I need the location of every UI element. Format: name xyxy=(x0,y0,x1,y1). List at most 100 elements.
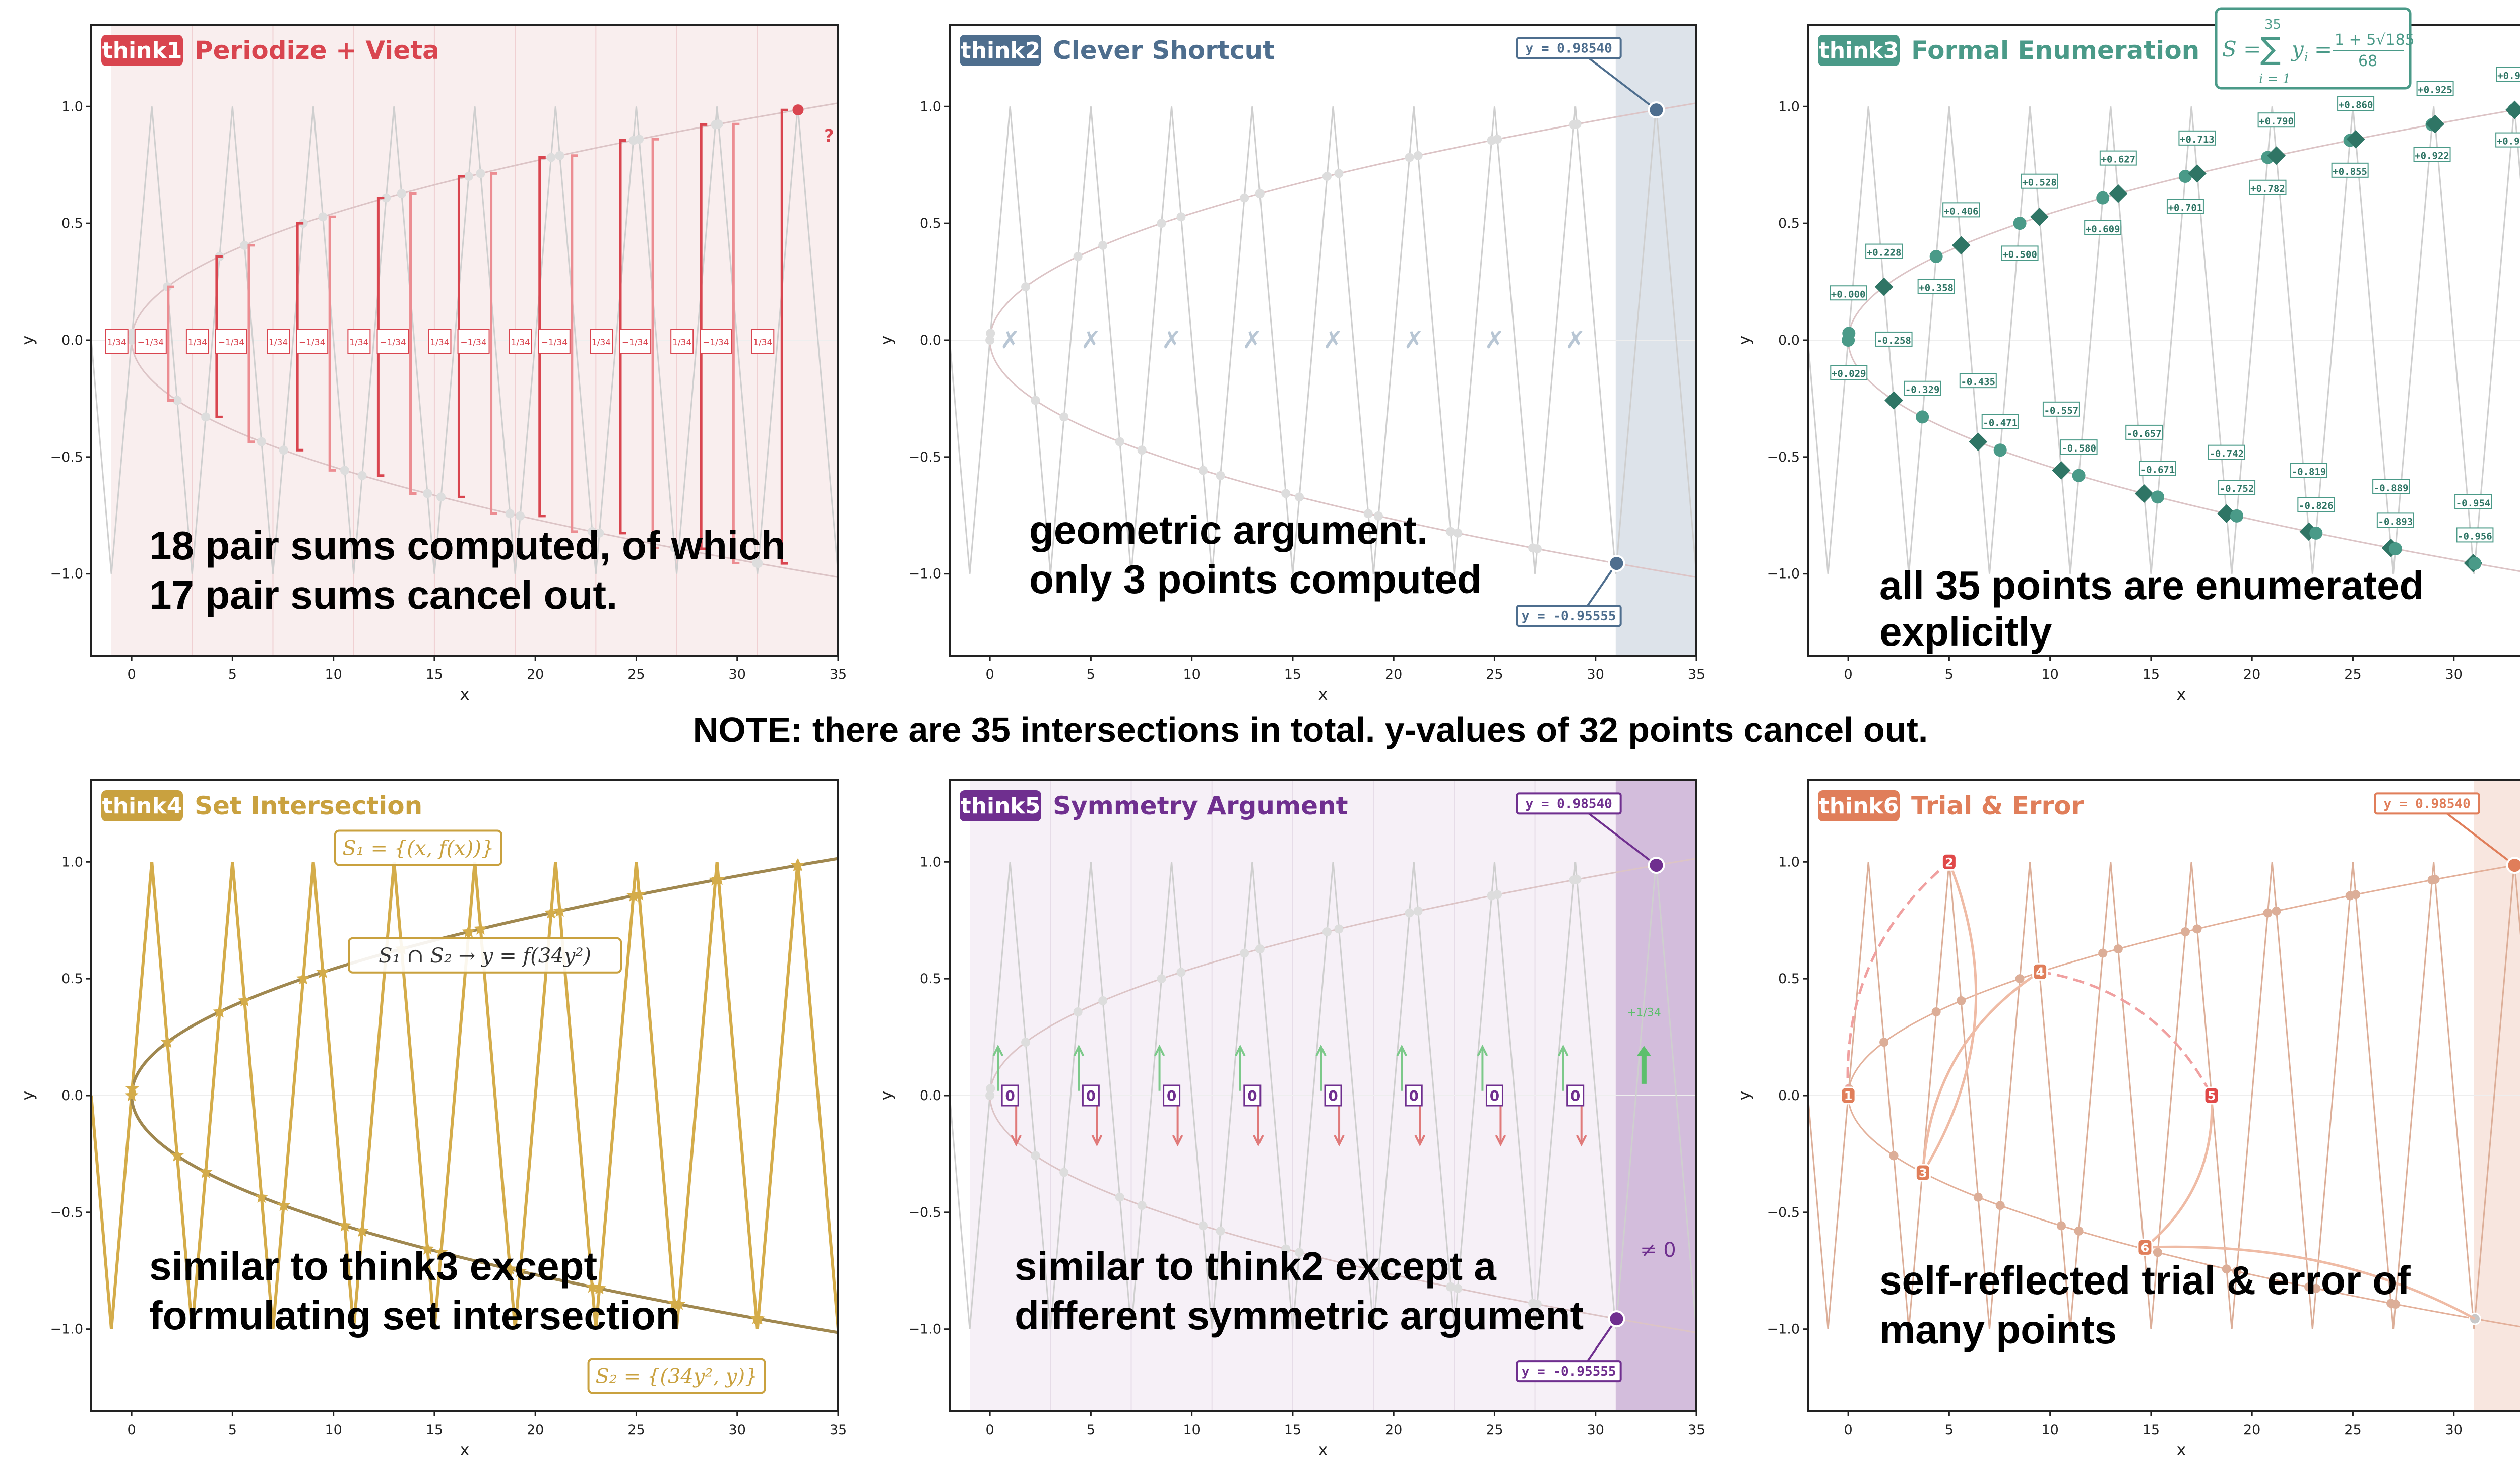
svg-text:1/34: 1/34 xyxy=(672,338,691,348)
pair-sum-label: 1/34 xyxy=(347,329,371,354)
svg-text:+0.985: +0.985 xyxy=(2497,71,2520,82)
intersection-point xyxy=(1031,1151,1040,1161)
intersection-star xyxy=(237,993,251,1007)
residual-label: +1/34 xyxy=(1627,1006,1661,1019)
highlight-point xyxy=(1648,101,1665,119)
callout-leader xyxy=(1587,562,1618,607)
y-tick-label: −0.5 xyxy=(50,449,83,465)
x-tick-label: 30 xyxy=(1587,1422,1604,1438)
intersection-star xyxy=(124,1088,139,1102)
value-label: +0.790 xyxy=(2257,112,2295,128)
intersection-point xyxy=(1969,432,1988,452)
svg-text:y = -0.95555: y = -0.95555 xyxy=(1522,609,1616,624)
svg-text:-0.956: -0.956 xyxy=(2458,531,2492,542)
intersection-point xyxy=(1073,1007,1083,1016)
x-tick-label: 10 xyxy=(325,1422,342,1438)
svg-text:think3: think3 xyxy=(1819,38,1899,63)
x-tick-label: 15 xyxy=(2143,667,2160,682)
svg-text:S₂ = {(34y², y)}: S₂ = {(34y², y)} xyxy=(596,1365,758,1388)
intersection-point xyxy=(1889,1151,1899,1161)
value-label: +0.627 xyxy=(2099,150,2137,166)
cancel-cross: ✗ xyxy=(1161,326,1181,354)
trial-marker: 5 xyxy=(2203,1086,2220,1105)
intersection-point xyxy=(1115,437,1124,446)
x-tick-label: 35 xyxy=(830,667,847,682)
up-arrow-head xyxy=(1154,1044,1165,1057)
x-tick-label: 20 xyxy=(1385,667,1402,682)
y-tick-label: 0.0 xyxy=(61,1088,83,1104)
method-badge: think6 xyxy=(1818,790,1900,821)
annotation-text: only 3 points computed xyxy=(1029,557,1482,602)
x-tick-label: 0 xyxy=(128,667,136,682)
svg-text:y = -0.95555: y = -0.95555 xyxy=(1522,1364,1616,1379)
method-title: Set Intersection xyxy=(195,791,422,820)
intersection-point xyxy=(382,193,391,203)
intersection-point xyxy=(1405,153,1414,162)
y-tick-label: −0.5 xyxy=(1767,449,1800,465)
svg-text:+0.000: +0.000 xyxy=(1831,289,1866,300)
x-tick-label: 0 xyxy=(128,1422,136,1438)
method-badge: think2 xyxy=(960,35,1041,66)
value-label: -0.752 xyxy=(2218,480,2256,495)
value-label: +0.500 xyxy=(2001,245,2039,261)
value-label: +0.782 xyxy=(2249,179,2287,195)
pair-sum-label: 1/34 xyxy=(509,329,532,354)
value-label: +0.713 xyxy=(2178,130,2216,146)
x-tick-label: 15 xyxy=(1284,667,1301,682)
intersection-point xyxy=(1098,996,1108,1005)
svg-text:=: = xyxy=(2314,37,2332,61)
y-tick-label: −1.0 xyxy=(50,566,83,582)
pair-bracket xyxy=(167,285,174,402)
x-tick-label: 5 xyxy=(228,1422,237,1438)
intersection-point xyxy=(1240,948,1249,958)
svg-text:1/34: 1/34 xyxy=(107,338,127,348)
intersection-star xyxy=(462,925,476,938)
intersection-point xyxy=(1931,1007,1941,1016)
up-arrow-head xyxy=(992,1044,1003,1057)
up-arrow-head xyxy=(1315,1044,1327,1057)
intersection-star xyxy=(355,1224,369,1237)
intersection-star xyxy=(338,1218,352,1232)
intersection-point xyxy=(505,509,515,519)
svg-text:−1/34: −1/34 xyxy=(218,338,244,348)
trial-path xyxy=(2145,1245,2476,1320)
intersection-point xyxy=(2109,184,2128,203)
intersection-point xyxy=(1334,924,1344,934)
value-label: -0.954 xyxy=(2454,494,2492,509)
trial-marker: 6 xyxy=(2137,1238,2153,1256)
y-tick-label: 0.5 xyxy=(920,216,941,231)
method-badge: think3 xyxy=(1818,35,1900,66)
pair-sum-label: 1/34 xyxy=(105,329,129,354)
value-label: +0.228 xyxy=(1865,243,1903,259)
pair-sum-label: −1/34 xyxy=(296,329,329,354)
intersection-point xyxy=(2230,509,2244,523)
y-axis-label: y xyxy=(18,336,37,345)
svg-text:3: 3 xyxy=(1919,1166,1927,1180)
y-tick-label: 1.0 xyxy=(920,99,941,114)
intersection-point xyxy=(1446,1282,1456,1292)
intersection-point xyxy=(257,437,266,446)
intersection-point xyxy=(595,528,604,538)
intersection-point xyxy=(2113,944,2123,954)
y-tick-label: 1.0 xyxy=(61,854,83,870)
intersection-point xyxy=(1532,1300,1542,1309)
think5-panel: y = 0.98540 y = -0.95555 0 0 0 0 0 0 0 0 +1/34 ≠ 0 0… xyxy=(876,779,1705,1459)
intersection-point xyxy=(1363,509,1373,519)
intersection-point xyxy=(1059,412,1069,422)
intersection-point xyxy=(1916,410,1929,424)
value-label: +0.029 xyxy=(1830,365,1868,380)
method-title: Clever Shortcut xyxy=(1053,36,1275,65)
plot-area: S₁ = {(x, f(x))} S₁ ∩ S₂ → y = f(34y²) S₂ … xyxy=(91,829,838,1394)
up-arrow-head xyxy=(1477,1044,1488,1057)
svg-text:think6: think6 xyxy=(1819,793,1899,819)
x-tick-label: 25 xyxy=(627,667,645,682)
down-arrow-head xyxy=(1495,1134,1506,1147)
annotation-text: formulating set intersection xyxy=(149,1293,680,1338)
intersection-point xyxy=(1405,908,1414,918)
x-tick-label: 30 xyxy=(729,1422,746,1438)
intersection-point xyxy=(423,489,432,498)
x-tick-label: 10 xyxy=(325,667,342,682)
intersection-point xyxy=(1216,471,1225,480)
svg-text:1/34: 1/34 xyxy=(753,338,772,348)
